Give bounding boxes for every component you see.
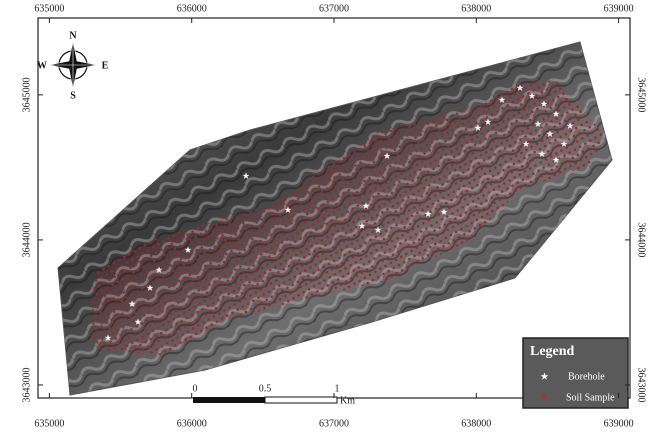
- legend-title: Legend: [530, 344, 575, 359]
- scale-label: 1: [335, 383, 340, 394]
- x-tick-label: 637000: [319, 3, 349, 14]
- scale-label: 0.5: [259, 383, 272, 394]
- legend-item: Soil Sample: [566, 392, 615, 403]
- x-tick-label: 638000: [461, 3, 491, 14]
- y-tick-label: 3645000: [21, 77, 32, 112]
- compass-w: W: [37, 60, 47, 71]
- legend-item: Borehole: [568, 371, 605, 382]
- compass-n: N: [69, 30, 77, 41]
- y-tick-label: 3643000: [21, 367, 32, 402]
- y-tick-label: 3644000: [636, 222, 647, 257]
- x-tick-label: 639000: [604, 3, 634, 14]
- legend: Legend Borehole Soil Sample: [523, 338, 628, 408]
- x-tick-label: 639000: [604, 418, 634, 429]
- x-tick-label: 637000: [319, 418, 349, 429]
- y-tick-label: 3643000: [636, 367, 647, 402]
- x-tick-label: 635000: [34, 418, 64, 429]
- compass-s: S: [70, 90, 76, 101]
- map-figure: N S E W 0 0.5 1 Km Legend Borehole Soil …: [0, 0, 659, 440]
- x-tick-label: 636000: [177, 3, 207, 14]
- y-tick-label: 3645000: [636, 77, 647, 112]
- scale-unit: Km: [340, 395, 355, 406]
- x-tick-label: 636000: [177, 418, 207, 429]
- compass-e: E: [102, 60, 109, 71]
- y-tick-label: 3644000: [21, 222, 32, 257]
- x-tick-label: 638000: [461, 418, 491, 429]
- scale-label: 0: [193, 383, 198, 394]
- x-tick-label: 635000: [34, 3, 64, 14]
